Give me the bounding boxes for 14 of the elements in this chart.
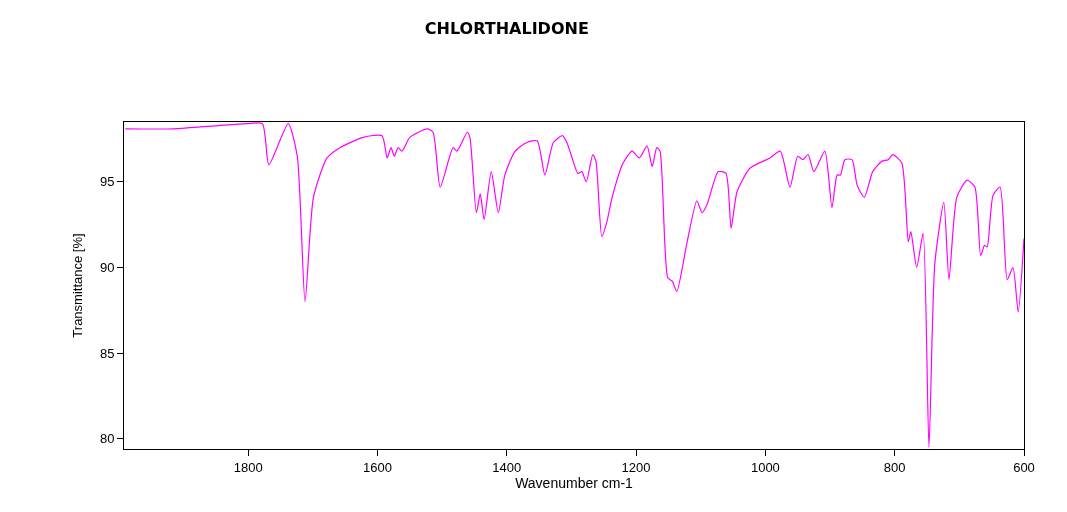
y-tick-label: 90 (99, 260, 115, 276)
x-tick-label: 1600 (362, 459, 392, 475)
y-tick-label: 80 (99, 431, 115, 447)
x-tick-label: 1000 (750, 459, 780, 475)
x-tick-label: 800 (883, 459, 906, 475)
y-axis-title: Transmittance [%] (69, 233, 85, 338)
x-axis-title: Wavenumber cm-1 (515, 474, 634, 491)
x-tick-label: 1800 (233, 459, 263, 475)
x-tick-label: 600 (1013, 459, 1035, 475)
y-tick-label: 85 (99, 345, 115, 361)
x-tick-label: 1200 (621, 459, 651, 475)
chart-title: CHLORTHALIDONE (424, 19, 589, 39)
x-tick-label: 1400 (492, 459, 522, 475)
y-tick-label: 95 (99, 174, 115, 190)
